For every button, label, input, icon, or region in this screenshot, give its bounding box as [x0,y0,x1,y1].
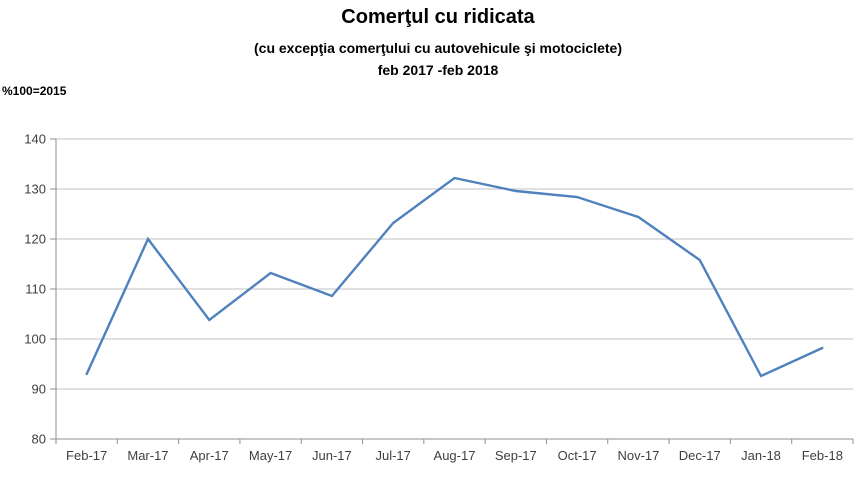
data-series-line [85,176,824,378]
x-tick-label: Sep-17 [495,448,537,463]
x-tick-label: Nov-17 [617,448,659,463]
x-tick-label: Jul-17 [375,448,410,463]
x-tick-label: Aug-17 [434,448,476,463]
x-tick-label: Feb-17 [66,448,107,463]
chart-subtitle: (cu excepţia comerţului cu autovehicule … [254,40,622,56]
x-tick-label: Jun-17 [312,448,352,463]
y-tick-label: 120 [24,232,46,247]
x-tick-label: Feb-18 [802,448,843,463]
x-tick-label: May-17 [249,448,292,463]
y-tick-label: 90 [32,382,46,397]
x-tick-label: Oct-17 [558,448,597,463]
y-tick-label: 100 [24,332,46,347]
chart-date-range: feb 2017 -feb 2018 [377,62,499,78]
y-tick-label: 130 [24,182,46,197]
y-tick-label: 110 [25,282,46,297]
y-tick-label: 140 [24,132,46,147]
x-tick-label: Jan-18 [741,448,781,463]
y-axis-unit-label: %100=2015 [2,84,67,98]
x-tick-label: Dec-17 [679,448,721,463]
chart-title: Comerţul cu ridicata [341,6,535,28]
y-tick-label: 80 [32,432,46,447]
x-tick-label: Mar-17 [127,448,168,463]
x-tick-label: Apr-17 [190,448,229,463]
